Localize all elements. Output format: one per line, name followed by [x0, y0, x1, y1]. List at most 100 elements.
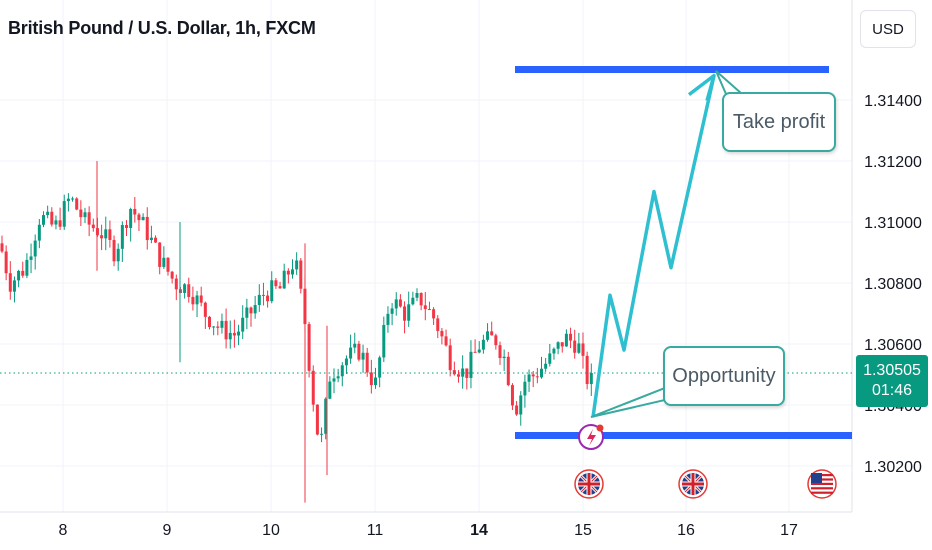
candle [328, 376, 332, 400]
candle [299, 258, 303, 294]
opportunity-pointer [590, 386, 666, 418]
candle [145, 207, 149, 250]
candle [79, 200, 83, 227]
candle [282, 263, 286, 289]
candle [382, 316, 386, 363]
projection-arrowhead [687, 73, 716, 102]
candle [4, 245, 8, 281]
candle [486, 323, 490, 342]
candle [535, 367, 539, 384]
candle [199, 286, 203, 307]
candle [589, 363, 593, 396]
candle [510, 383, 514, 410]
candle [320, 427, 324, 443]
candle [403, 301, 407, 334]
candle [369, 359, 373, 394]
candle [286, 268, 290, 284]
candle [311, 365, 315, 412]
candle [228, 320, 232, 349]
candle [54, 215, 58, 230]
candle [274, 277, 278, 289]
candle [112, 235, 116, 267]
uk-flag-icon[interactable] [574, 469, 604, 499]
candle [340, 362, 344, 387]
candle [29, 243, 33, 274]
candle [361, 344, 365, 373]
candle [137, 212, 141, 232]
candle [195, 290, 199, 318]
us-flag-icon[interactable] [807, 469, 837, 499]
candle [419, 292, 423, 311]
candle [91, 218, 95, 232]
price-tick-label: 1.31200 [864, 154, 922, 171]
projection-path[interactable] [591, 75, 716, 418]
candle [120, 221, 124, 262]
time-tick-label: 10 [262, 522, 280, 539]
price-tick-label: 1.31400 [864, 93, 922, 110]
candle [374, 367, 377, 389]
time-tick-label: 8 [59, 522, 68, 539]
candle [291, 259, 294, 279]
candle [577, 332, 581, 354]
currency-button[interactable]: USD [860, 10, 916, 48]
time-tick-label: 11 [367, 522, 384, 539]
candle [87, 206, 91, 237]
candle [158, 242, 162, 275]
candle [353, 332, 357, 354]
candle [232, 319, 236, 348]
candle [149, 225, 153, 244]
candle [465, 368, 469, 390]
candle [216, 321, 220, 336]
candle [66, 193, 70, 212]
candle [332, 368, 336, 394]
candle [394, 292, 398, 316]
candle [506, 351, 510, 387]
time-tick-label: 16 [677, 522, 695, 539]
candle [436, 315, 440, 339]
candle [191, 286, 195, 311]
take-profit-callout[interactable]: Take profit [722, 92, 836, 152]
candle [556, 341, 560, 355]
candle [154, 235, 158, 244]
candle [581, 332, 585, 369]
time-tick-label: 17 [780, 522, 798, 539]
candle [365, 347, 369, 377]
time-axis: 8 9 10 11 14 15 16 17 [59, 522, 798, 539]
candle [108, 220, 112, 248]
opportunity-callout[interactable]: Opportunity [663, 346, 785, 406]
candle [220, 313, 224, 334]
candle [324, 397, 328, 440]
candle [253, 296, 257, 319]
candle [0, 235, 4, 254]
candle [423, 291, 427, 321]
candle [498, 341, 502, 365]
candle [75, 197, 79, 211]
candle [469, 340, 473, 389]
take-profit-pointer [715, 70, 745, 95]
candle [257, 284, 261, 312]
lightning-icon[interactable] [578, 424, 604, 450]
candle [33, 234, 37, 270]
candle [241, 305, 245, 340]
candle [187, 277, 191, 303]
candle [444, 329, 448, 347]
candle [411, 291, 415, 306]
candle [349, 334, 353, 364]
candle [407, 291, 411, 327]
candle [440, 327, 444, 345]
price-tick-label: 1.30600 [864, 337, 922, 354]
candle [100, 224, 104, 251]
candle [295, 252, 299, 275]
candle [461, 355, 465, 389]
candle [50, 207, 54, 227]
candle [141, 213, 145, 221]
candle [473, 339, 477, 353]
candle [83, 207, 87, 224]
candle [170, 270, 174, 284]
uk-flag-icon[interactable] [678, 469, 708, 499]
candle [569, 327, 573, 349]
candle [62, 194, 66, 230]
candle [174, 274, 178, 301]
price-tick-label: 1.31000 [864, 215, 922, 232]
